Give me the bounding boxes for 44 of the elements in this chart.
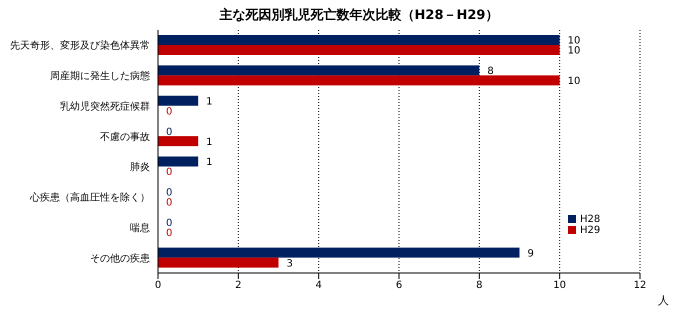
y-tick-label: 不慮の事故 xyxy=(100,130,150,143)
data-label: 0 xyxy=(166,218,172,229)
data-label: 0 xyxy=(166,228,172,239)
data-label: 0 xyxy=(166,198,172,209)
bar xyxy=(158,45,560,55)
bar xyxy=(158,35,560,45)
data-label: 0 xyxy=(166,188,172,199)
data-label: 1 xyxy=(206,136,213,148)
bar xyxy=(158,75,560,86)
data-label: 10 xyxy=(568,76,580,88)
chart-title: 主な死因別乳児死亡数年次比較（H28－H29） xyxy=(218,6,500,24)
y-tick-label: 肺炎 xyxy=(130,161,150,174)
y-tick-label: 喘息 xyxy=(130,222,150,234)
y-tick-label: 周産期に発生した病態 xyxy=(50,70,150,82)
data-label: 1 xyxy=(206,157,213,168)
x-tick-label: 6 xyxy=(396,280,402,292)
y-tick-label: 先天奇形、変形及び染色体異常 xyxy=(10,40,150,52)
bar xyxy=(158,156,198,166)
x-tick-label: 10 xyxy=(553,280,566,292)
legend-label: H29 xyxy=(580,225,600,236)
data-label: 10 xyxy=(568,46,580,57)
bar xyxy=(158,258,278,268)
x-tick-label: 0 xyxy=(154,280,162,292)
bar xyxy=(158,65,480,76)
legend-label: H28 xyxy=(580,214,600,225)
data-label: 8 xyxy=(487,66,494,78)
data-label: 0 xyxy=(166,106,172,118)
data-label: 3 xyxy=(286,258,293,270)
data-label: 1 xyxy=(206,96,213,108)
data-label: 0 xyxy=(166,126,172,138)
x-tick-label: 8 xyxy=(476,280,483,292)
bar xyxy=(158,96,198,106)
x-tick-label: 2 xyxy=(235,280,242,292)
y-tick-label: 心疾患（高血圧性を除く） xyxy=(29,192,150,204)
x-tick-label: 12 xyxy=(634,280,646,292)
x-axis-title: 人 xyxy=(658,294,669,307)
bar xyxy=(158,248,520,258)
data-label: 10 xyxy=(568,36,580,47)
data-label: 9 xyxy=(528,248,534,260)
y-tick-label: その他の疾患 xyxy=(90,252,150,264)
y-tick-label: 乳幼児突然死症候群 xyxy=(60,100,150,112)
bar xyxy=(158,136,198,146)
x-tick-label: 4 xyxy=(315,280,322,292)
data-label: 0 xyxy=(166,167,172,178)
